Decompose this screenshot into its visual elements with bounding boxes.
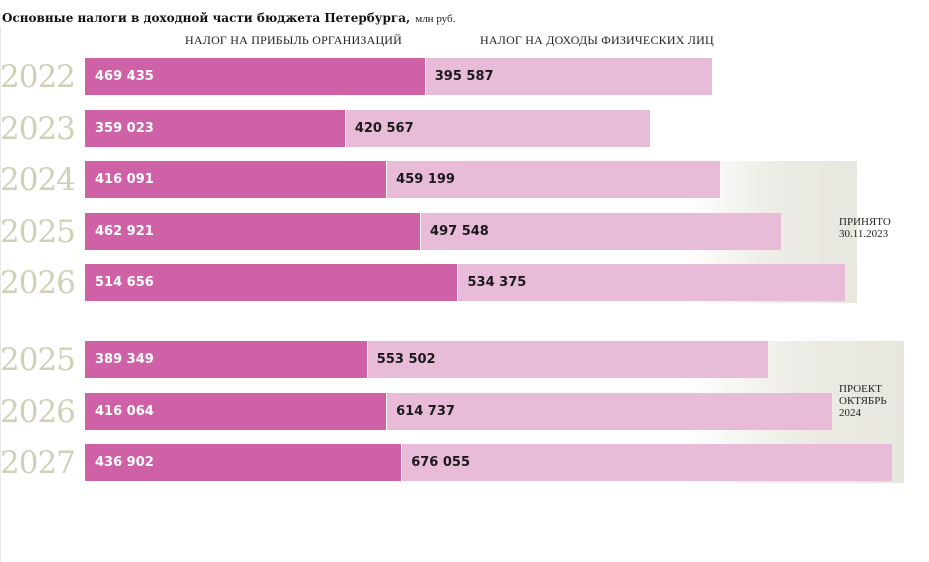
legend-profit: НАЛОГ НА ПРИБЫЛЬ ОРГАНИЗАЦИЙ [185,33,403,47]
bar-profit: 436 902 [85,444,402,481]
year-label: 2026 [0,394,76,430]
group-label: ПРИНЯТО 30.11.2023 [839,216,891,240]
value-label-income: 676 055 [411,455,471,470]
value-label-profit: 416 064 [95,404,154,419]
bar-profit: 514 656 [85,264,458,301]
value-label-income: 459 199 [396,172,455,187]
value-label-profit: 514 656 [95,275,154,290]
year-label: 2023 [0,111,76,147]
bar-profit: 359 023 [85,110,345,147]
bar-income: 534 375 [457,264,846,301]
left-divider [0,26,1,562]
value-label-income: 534 375 [467,275,527,290]
value-label-income: 395 587 [434,69,494,84]
value-label-profit: 389 349 [95,352,154,367]
year-label: 2025 [0,214,76,250]
year-label: 2022 [0,59,76,95]
bar-profit: 416 064 [85,393,387,430]
chart-title: Основные налоги в доходной части бюджета… [2,11,411,25]
bar-income: 395 587 [424,58,713,95]
value-label-profit: 359 023 [95,121,154,136]
group-label: ПРОЕКТ ОКТЯБРЬ 2024 [839,383,887,419]
chart-unit: млн руб. [415,13,456,25]
bar-income: 553 502 [366,341,769,378]
bar-income: 614 737 [386,393,833,430]
legend-income: НАЛОГ НА ДОХОДЫ ФИЗИЧЕСКИХ ЛИЦ [480,33,714,47]
bar-income: 420 567 [344,110,651,147]
chart-title-line: Основные налоги в доходной части бюджета… [2,7,455,26]
value-label-income: 614 737 [396,404,455,419]
bar-profit: 389 349 [85,341,367,378]
value-label-income: 497 548 [430,224,489,239]
bar-profit: 469 435 [85,58,425,95]
bar-profit: 462 921 [85,213,421,250]
value-label-profit: 469 435 [95,69,154,84]
value-label-profit: 462 921 [95,224,154,239]
bar-income: 459 199 [386,161,720,198]
year-label: 2024 [0,162,76,198]
bar-income: 676 055 [401,444,892,481]
year-label: 2025 [0,342,76,378]
value-label-income: 420 567 [354,121,414,136]
value-label-income: 553 502 [376,352,436,367]
bar-income: 497 548 [420,213,782,250]
bar-profit: 416 091 [85,161,387,198]
value-label-profit: 416 091 [95,172,154,187]
year-label: 2026 [0,265,76,301]
year-label: 2027 [0,445,76,481]
value-label-profit: 436 902 [95,455,154,470]
